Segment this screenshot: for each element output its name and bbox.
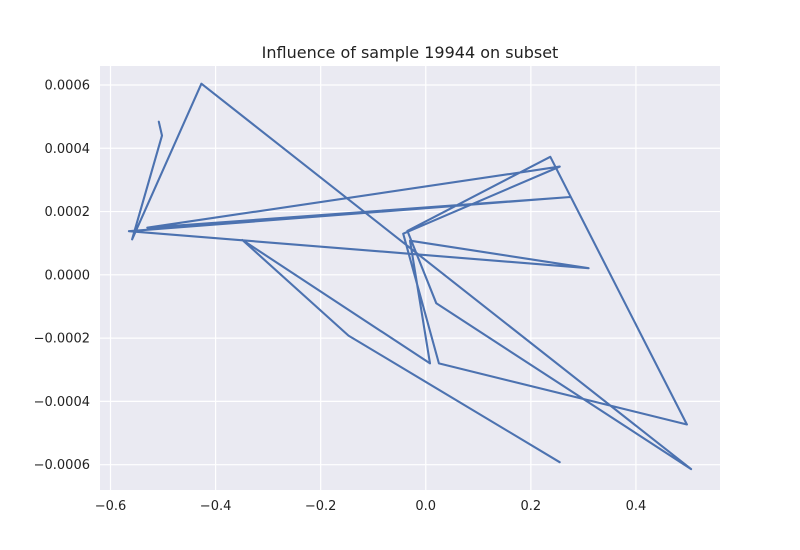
y-tick-label: 0.0004 — [45, 142, 91, 157]
x-tick-label: −0.2 — [305, 499, 337, 514]
y-axis-ticks: −0.0006 −0.0004 −0.0002 0.0000 0.0002 0.0004 0… — [34, 78, 90, 473]
y-tick-label: −0.0004 — [34, 395, 90, 410]
x-tick-label: 0.2 — [521, 499, 542, 514]
y-tick-label: −0.0006 — [34, 458, 90, 473]
y-tick-label: 0.0006 — [45, 78, 91, 93]
y-tick-label: −0.0002 — [34, 332, 90, 347]
plot-area — [100, 66, 720, 490]
series-line — [127, 82, 693, 471]
chart-title: Influence of sample 19944 on subset — [262, 43, 559, 62]
x-tick-label: −0.6 — [95, 499, 127, 514]
y-tick-label: 0.0000 — [45, 268, 91, 283]
x-tick-label: 0.0 — [415, 499, 436, 514]
x-axis-ticks: −0.6 −0.4 −0.2 0.0 0.2 0.4 — [95, 499, 647, 514]
x-tick-label: −0.4 — [200, 499, 232, 514]
series-layer — [127, 82, 693, 471]
y-tick-label: 0.0002 — [45, 205, 91, 220]
x-tick-label: 0.4 — [626, 499, 647, 514]
grid-lines — [100, 66, 720, 490]
